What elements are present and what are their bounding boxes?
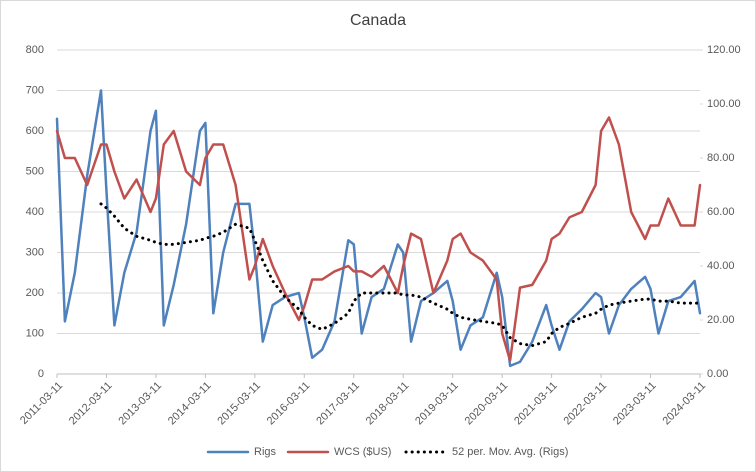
y-tick-label: 300 (26, 246, 44, 258)
y2-tick-label: 0.00 (707, 368, 728, 380)
y-tick-label: 400 (26, 206, 44, 218)
y2-tick-label: 60.00 (707, 206, 735, 218)
y2-tick-label: 80.00 (707, 152, 735, 164)
chart-title: Canada (350, 12, 406, 29)
y-tick-label: 100 (26, 327, 44, 339)
legend-label: WCS ($US) (334, 446, 391, 458)
series-line (99, 202, 702, 348)
y-tick-label: 200 (26, 287, 44, 299)
y-tick-label: 700 (26, 84, 44, 96)
y-tick-label: 0 (38, 368, 44, 380)
y2-tick-label: 100.00 (707, 98, 741, 110)
legend-label: 52 per. Mov. Avg. (Rigs) (452, 446, 568, 458)
y-tick-label: 600 (26, 125, 44, 137)
y2-tick-label: 120.00 (707, 44, 741, 56)
legend-label: Rigs (254, 446, 277, 458)
y-tick-label: 500 (26, 165, 44, 177)
y-tick-label: 800 (26, 44, 44, 56)
y2-tick-label: 20.00 (707, 314, 735, 326)
series-line (55, 116, 702, 362)
y2-tick-label: 40.00 (707, 260, 735, 272)
